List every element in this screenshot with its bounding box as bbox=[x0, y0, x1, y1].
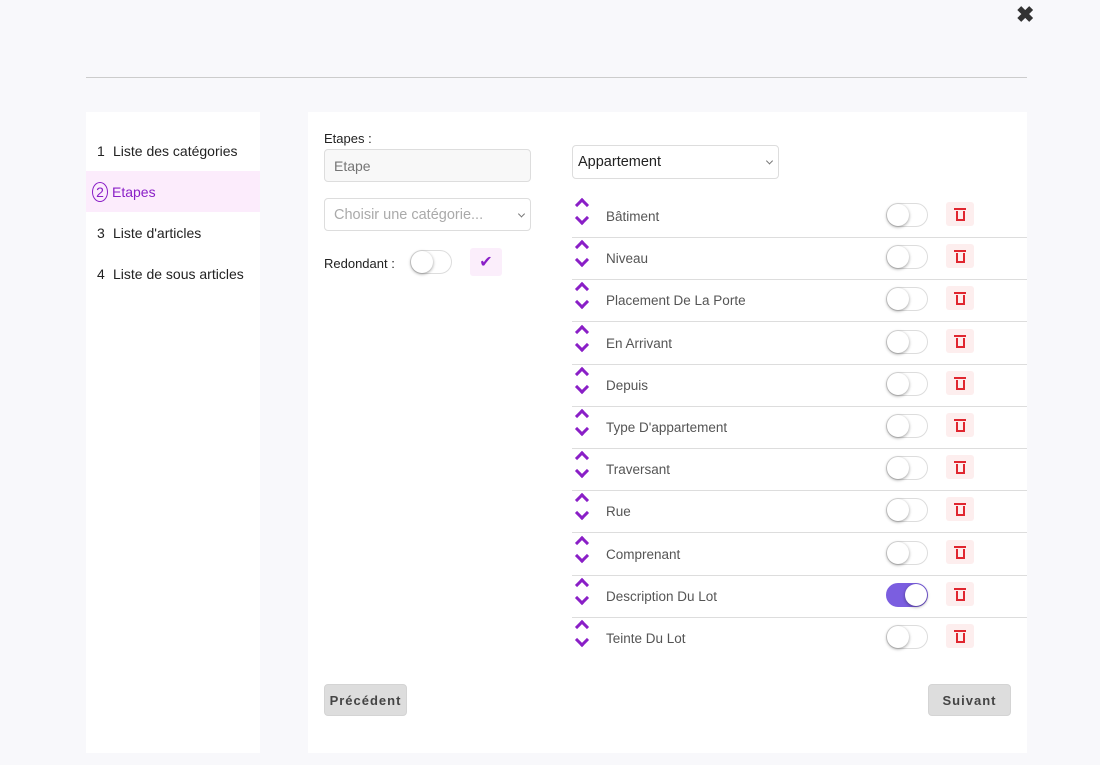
list-item: Bâtiment bbox=[572, 196, 1027, 238]
list-item: Comprenant bbox=[572, 534, 1027, 576]
move-down-icon[interactable] bbox=[574, 548, 590, 563]
next-button[interactable]: Suivant bbox=[928, 684, 1011, 716]
list-item: Rue bbox=[572, 491, 1027, 534]
trash-icon bbox=[954, 291, 966, 306]
list-item: Traversant bbox=[572, 449, 1027, 492]
list-item: Niveau bbox=[572, 238, 1027, 281]
item-name: Description Du Lot bbox=[606, 588, 718, 604]
item-name: Depuis bbox=[606, 377, 649, 393]
item-toggle[interactable] bbox=[886, 625, 928, 649]
step-label: Liste d'articles bbox=[113, 224, 202, 241]
delete-button[interactable] bbox=[946, 413, 974, 437]
trash-icon bbox=[954, 249, 966, 264]
item-name: Type D'appartement bbox=[606, 420, 728, 435]
delete-button[interactable] bbox=[946, 370, 974, 395]
step-label: Etapes bbox=[112, 183, 156, 200]
delete-button[interactable] bbox=[946, 624, 974, 648]
chevron-down-icon bbox=[517, 209, 526, 218]
sidebar-step-4[interactable]: 4 Liste de sous articles bbox=[86, 253, 260, 294]
move-down-icon[interactable] bbox=[574, 337, 590, 352]
move-down-icon[interactable] bbox=[574, 295, 590, 310]
step-number: 4 bbox=[97, 265, 105, 282]
trash-icon bbox=[954, 502, 966, 517]
move-down-icon[interactable] bbox=[574, 590, 590, 605]
delete-button[interactable] bbox=[946, 286, 974, 311]
move-down-icon[interactable] bbox=[574, 632, 590, 648]
item-name: Traversant bbox=[606, 462, 671, 478]
check-icon: ✔ bbox=[479, 254, 493, 271]
move-down-icon[interactable] bbox=[574, 210, 590, 226]
delete-button[interactable] bbox=[946, 497, 974, 522]
type-select-value: Appartement bbox=[578, 154, 662, 170]
move-up-icon[interactable] bbox=[574, 577, 590, 592]
sidebar-step-3[interactable]: 3 Liste d'articles bbox=[86, 212, 260, 253]
confirm-button[interactable]: ✔ bbox=[470, 248, 502, 276]
move-down-icon[interactable] bbox=[574, 379, 590, 394]
item-name: Placement De La Porte bbox=[606, 293, 746, 309]
etape-input[interactable] bbox=[324, 149, 531, 182]
move-down-icon[interactable] bbox=[574, 506, 590, 521]
trash-icon bbox=[954, 629, 966, 643]
move-down-icon[interactable] bbox=[574, 464, 590, 479]
item-toggle[interactable] bbox=[886, 245, 928, 270]
list-item: Description Du Lot bbox=[572, 576, 1027, 618]
list-item: Teinte Du Lot bbox=[572, 618, 1027, 660]
item-toggle[interactable] bbox=[886, 582, 928, 607]
type-select[interactable]: Appartement bbox=[572, 145, 779, 179]
delete-button[interactable] bbox=[946, 539, 974, 564]
list-item: Depuis bbox=[572, 365, 1027, 407]
trash-icon bbox=[954, 376, 966, 390]
item-name: Teinte Du Lot bbox=[606, 631, 686, 646]
step-number: 3 bbox=[97, 224, 105, 241]
item-toggle[interactable] bbox=[886, 540, 928, 565]
move-up-icon[interactable] bbox=[574, 535, 590, 550]
trash-icon bbox=[954, 587, 966, 601]
item-name: Comprenant bbox=[606, 546, 681, 562]
trash-icon bbox=[954, 460, 966, 475]
close-icon[interactable]: ✖ bbox=[1016, 2, 1035, 27]
item-name: Niveau bbox=[606, 251, 649, 267]
item-toggle[interactable] bbox=[886, 371, 928, 396]
delete-button[interactable] bbox=[946, 455, 974, 480]
trash-icon bbox=[954, 418, 966, 432]
category-select-value: Choisir une catégorie... bbox=[334, 206, 484, 223]
step-number: 1 bbox=[97, 142, 105, 159]
move-down-icon[interactable] bbox=[574, 253, 590, 268]
step-number: 2 bbox=[92, 181, 108, 202]
step-label: Liste de sous articles bbox=[113, 265, 244, 282]
redondant-toggle[interactable] bbox=[410, 250, 452, 274]
delete-button[interactable] bbox=[946, 244, 974, 269]
trash-icon bbox=[954, 545, 966, 559]
divider bbox=[86, 77, 1027, 78]
move-down-icon[interactable] bbox=[574, 421, 590, 437]
item-toggle[interactable] bbox=[886, 329, 928, 354]
delete-button[interactable] bbox=[946, 328, 974, 353]
chevron-down-icon bbox=[765, 157, 774, 165]
item-toggle[interactable] bbox=[886, 287, 928, 312]
trash-icon bbox=[954, 334, 966, 348]
item-name: Rue bbox=[606, 504, 631, 520]
delete-button[interactable] bbox=[946, 581, 974, 606]
item-toggle[interactable] bbox=[886, 414, 928, 438]
step-label: Liste des catégories bbox=[113, 142, 238, 159]
previous-button[interactable]: Précédent bbox=[324, 684, 407, 716]
list-item: En Arrivant bbox=[572, 323, 1027, 365]
trash-icon bbox=[954, 207, 966, 221]
item-toggle[interactable] bbox=[886, 203, 928, 227]
move-up-icon[interactable] bbox=[574, 366, 590, 381]
steps-sidebar: 1 Liste des catégories 2 Etapes 3 Liste d'art… bbox=[86, 112, 260, 753]
item-toggle[interactable] bbox=[886, 498, 928, 523]
delete-button[interactable] bbox=[946, 202, 974, 226]
item-name: Bâtiment bbox=[606, 209, 660, 224]
etapes-label: Etapes : bbox=[324, 131, 372, 146]
sidebar-step-1[interactable]: 1 Liste des catégories bbox=[86, 130, 260, 171]
redondant-label: Redondant : bbox=[324, 256, 395, 271]
category-select[interactable]: Choisir une catégorie... bbox=[324, 198, 531, 231]
item-name: En Arrivant bbox=[606, 335, 673, 351]
list-item: Type D'appartement bbox=[572, 407, 1027, 449]
list-item: Placement De La Porte bbox=[572, 280, 1027, 323]
move-up-icon[interactable] bbox=[574, 324, 590, 339]
item-toggle[interactable] bbox=[886, 456, 928, 481]
sidebar-step-2[interactable]: 2 Etapes bbox=[86, 171, 260, 212]
